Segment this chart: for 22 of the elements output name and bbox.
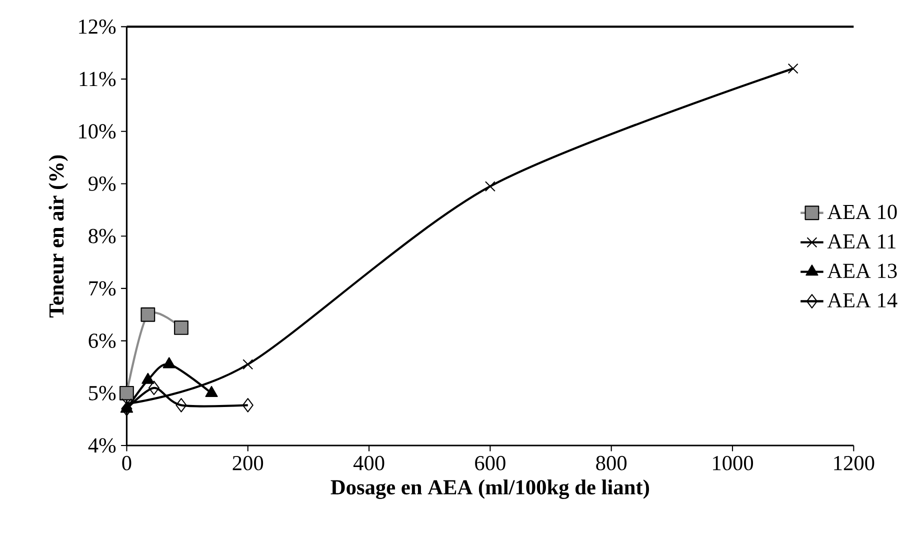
legend-label: AEA 11 xyxy=(827,234,896,248)
y-tick-label: 9% xyxy=(88,176,116,191)
y-axis-title: Teneur en air (%) xyxy=(48,155,68,318)
y-tick-label: 10% xyxy=(79,124,116,139)
legend-label: AEA 13 xyxy=(827,264,897,278)
y-tick-label: 7% xyxy=(89,281,116,296)
y-tick-label: 4% xyxy=(88,438,116,453)
x-tick-label: 1200 xyxy=(834,456,874,470)
y-tick-label: 5% xyxy=(89,386,116,400)
y-tick-label: 6% xyxy=(88,333,116,348)
x-tick-label: 800 xyxy=(596,456,627,470)
y-tick-label: 11% xyxy=(80,72,116,86)
y-tick-label: 8% xyxy=(88,228,116,244)
x-axis-title: Dosage en AEA (ml/100kg de liant) xyxy=(330,479,649,499)
x-tick-label: 0 xyxy=(122,456,132,470)
x-tick-label: 1000 xyxy=(713,456,754,470)
y-tick-label: 12% xyxy=(79,19,116,34)
x-tick-label: 400 xyxy=(353,456,384,470)
legend-label: AEA 10 xyxy=(827,204,897,220)
x-tick-label: 600 xyxy=(475,456,506,470)
x-tick-label: 200 xyxy=(232,456,264,470)
legend-label: AEA 14 xyxy=(827,293,898,308)
